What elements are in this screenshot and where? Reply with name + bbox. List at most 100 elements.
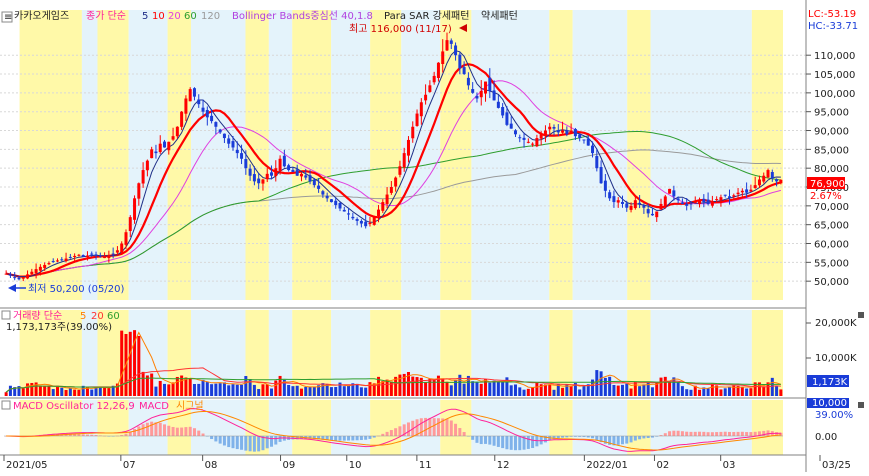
menu-icon[interactable] (1, 400, 11, 410)
macd-osc-bar (698, 431, 702, 436)
volume-bar (381, 381, 385, 396)
volume-bar (484, 379, 488, 396)
volume-bar (201, 379, 205, 396)
macd-osc-bar (496, 436, 500, 447)
macd-osc-bar (740, 431, 744, 436)
volume-bar (295, 385, 299, 396)
candle-body (21, 277, 25, 279)
candle-body (398, 166, 402, 175)
volume-bar (402, 373, 406, 396)
macd-osc-bar (180, 427, 184, 436)
ma120-label: 120 (201, 11, 220, 22)
period-band (572, 400, 628, 455)
volume-bar (257, 389, 261, 396)
candle-body (34, 269, 38, 274)
candle-body (736, 192, 740, 195)
macd-osc-bar (492, 436, 496, 446)
candle-body (578, 134, 582, 139)
candle-body (625, 203, 629, 208)
candle-body (522, 137, 526, 140)
menu-icon[interactable] (1, 310, 11, 320)
last-macd: 39.00% (815, 410, 853, 421)
candle-body (240, 153, 244, 159)
candle-body (663, 196, 667, 207)
candle-body (218, 129, 222, 133)
volume-bar (133, 330, 137, 396)
macd-osc-bar (702, 431, 706, 436)
volume-bar (4, 392, 8, 396)
menu-icon[interactable] (1, 11, 13, 23)
volume-bar (163, 383, 167, 396)
volume-bar (385, 379, 389, 396)
candle-body (60, 259, 64, 261)
macd-osc-bar (599, 436, 603, 443)
macd-osc-bar (449, 420, 453, 436)
period-band (268, 310, 293, 396)
volume-bar (291, 386, 295, 396)
volume-bar (676, 382, 680, 396)
candle-body (4, 273, 8, 275)
volume-bar (270, 388, 274, 396)
volume-bar (543, 384, 547, 396)
volume-bar (321, 383, 325, 396)
candle-body (488, 77, 492, 91)
panel-resize-icon[interactable] (858, 312, 864, 318)
ma20-label: 20 (168, 11, 181, 22)
candle-body (565, 130, 569, 135)
period-band (81, 10, 98, 300)
price-tick-label: 70,000 (814, 202, 849, 213)
macd-osc-bar (184, 427, 188, 436)
stock-name: 카카오게임즈 (14, 9, 69, 22)
macd-osc-bar (638, 436, 642, 440)
candle-body (334, 200, 338, 206)
volume-bar (90, 389, 94, 396)
candle-body (535, 138, 539, 147)
volume-bar (411, 376, 415, 396)
volume-bar (141, 371, 145, 396)
volume-bar (111, 385, 115, 396)
candle-body (175, 126, 179, 137)
volume-bar (749, 388, 753, 396)
volume-bar (317, 385, 321, 396)
volume-bar (689, 389, 693, 396)
volume-bar (513, 384, 517, 396)
macd-osc-bar (368, 436, 372, 439)
price-tick-label: 110,000 (814, 51, 855, 62)
macd-osc-bar (171, 426, 175, 436)
candle-body (342, 209, 346, 212)
panel-resize-icon[interactable] (858, 402, 864, 408)
volume-bar (419, 377, 423, 396)
macd-osc-bar (522, 436, 526, 450)
candle-body (680, 202, 684, 204)
candle-body (706, 199, 710, 204)
candle-body (715, 199, 719, 201)
macd-osc-bar (235, 436, 239, 450)
macd-osc-bar (381, 433, 385, 436)
volume-bar (757, 382, 761, 396)
period-band (97, 310, 129, 396)
macd-osc-bar (642, 436, 646, 439)
volume-bar (715, 385, 719, 396)
period-band (650, 400, 752, 455)
candle-body (454, 45, 458, 56)
volume-bar (441, 378, 445, 396)
candle-body (638, 202, 642, 204)
ma10-line (5, 63, 782, 278)
price-tick-label: 55,000 (814, 258, 849, 269)
volume-current: 1,173,173주(39.00%) (6, 322, 112, 333)
macd-osc-bar (359, 436, 363, 441)
macd-osc-bar (201, 433, 205, 436)
macd-osc-bar (531, 436, 535, 449)
time-axis: 2021/05 07 08 09 10 11 12 2022/01 02 03 03/25 (3, 455, 851, 471)
macd-osc-bar (723, 431, 727, 436)
volume-bar (180, 375, 184, 396)
volume-bar (462, 383, 466, 396)
candle-body (351, 216, 355, 219)
macd-osc-bar (351, 436, 355, 441)
volume-bar (38, 386, 42, 396)
candle-body (210, 115, 214, 122)
volume-bar (693, 385, 697, 396)
macd-osc-bar (475, 436, 479, 443)
